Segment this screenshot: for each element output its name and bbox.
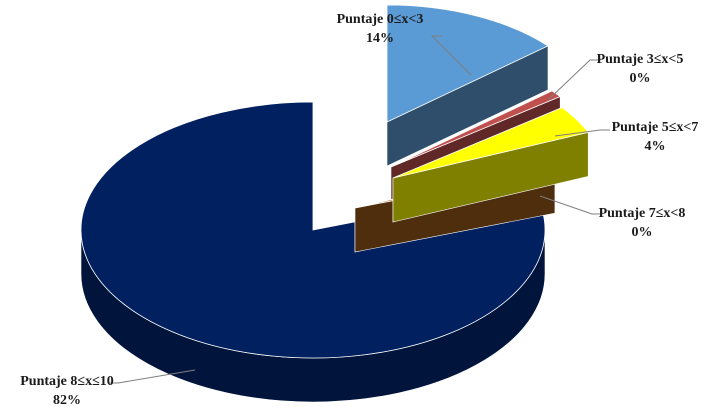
leader-line-1 [547, 59, 600, 101]
category-label-0: Puntaje 0≤x<3 [337, 12, 424, 27]
value-label-1: 0% [630, 71, 651, 86]
slice-top-4 [80, 101, 546, 359]
value-label-0: 14% [366, 31, 394, 46]
value-label-4: 82% [53, 393, 81, 407]
value-label-2: 4% [645, 139, 666, 154]
leader-line-3 [539, 195, 602, 215]
pie-slices [80, 4, 589, 403]
pie-labels: Puntaje 0≤x<3 14% Puntaje 3≤x<5 0% Puntaje 5… [20, 12, 698, 407]
category-label-4: Puntaje 8≤x≤10 [20, 374, 114, 389]
category-label-1: Puntaje 3≤x<5 [597, 52, 684, 67]
category-label-3: Puntaje 7≤x<8 [599, 206, 686, 221]
leader-line-2 [554, 129, 610, 137]
leader-line-4 [108, 369, 196, 384]
slice-top-1 [390, 90, 561, 168]
value-label-3: 0% [632, 225, 653, 240]
pie-slice-2 [392, 107, 589, 223]
category-label-2: Puntaje 5≤x<7 [612, 120, 699, 135]
leader-line-0 [430, 35, 472, 76]
slice-top-0 [386, 4, 549, 123]
pie-slice-0 [386, 4, 549, 167]
slice-top-2 [392, 107, 589, 179]
